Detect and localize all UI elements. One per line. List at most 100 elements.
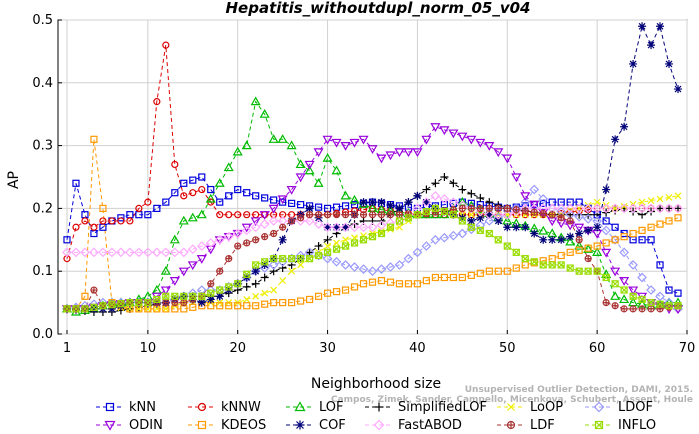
data-point-inflo [530,258,538,266]
data-point-cof [539,235,548,244]
data-point-odin [331,138,342,148]
data-point-kdeos [395,280,404,288]
data-point-ldf [575,236,583,244]
data-point-fastabod [349,222,360,233]
data-point-inflo [261,258,269,266]
data-point-knn [674,289,682,297]
data-point-odin [349,138,360,148]
data-point-ldf [557,214,565,222]
data-point-ldf [486,205,493,212]
data-point-odin [178,267,189,277]
data-point-knnw [126,217,134,225]
data-point-lof [223,162,234,172]
data-point-knn [638,236,646,244]
data-point-loop [396,223,403,231]
data-point-inflo [126,299,134,307]
data-point-inflo [144,299,152,307]
data-point-inflo [405,214,412,222]
data-point-cof [251,267,260,276]
legend-marker-knnw [197,402,207,412]
data-point-fastabod [421,197,432,207]
data-point-inflo [315,252,323,259]
data-point-fastabod [637,203,647,214]
data-point-inflo [243,270,251,278]
data-point-knnw [234,211,242,219]
data-point-simplifiedlof [674,204,683,213]
data-point-loop [333,239,340,247]
data-point-kdeos [458,273,466,282]
data-point-kdeos [252,302,260,310]
data-point-lof [187,212,198,222]
data-point-fastabod [376,220,387,230]
data-point-ldf [477,205,484,212]
data-point-cof [323,223,332,232]
data-point-kdeos [225,302,233,310]
legend-marker-kdeos [197,420,207,430]
data-point-ldof [574,211,585,222]
data-point-loop [135,305,143,313]
data-point-fastabod [304,216,315,226]
data-point-loop [656,195,664,203]
data-point-fastabod [484,209,495,220]
data-point-inflo [548,261,556,269]
data-point-fastabod [151,247,162,258]
data-point-inflo [674,302,682,310]
data-point-inflo [638,295,646,304]
data-point-fastabod [143,247,153,258]
data-point-loop [288,267,296,275]
data-point-knnw [243,211,251,219]
data-point-ldf [638,305,646,313]
data-point-knnw [72,223,80,231]
data-point-inflo [81,305,89,313]
data-point-inflo [602,273,610,282]
data-point-inflo [602,274,610,281]
x-tick-label: 30 [319,341,336,356]
data-point-fastabod [430,190,441,201]
data-point-loop [647,197,655,204]
data-point-kdeos [638,226,646,234]
legend-marker-odin [104,420,116,431]
data-point-ldf [341,211,350,219]
data-point-kdeos [368,278,377,286]
data-point-cof [629,59,638,68]
data-point-kdeos [323,289,332,297]
data-point-kdeos [485,267,493,275]
data-point-knn [288,199,296,207]
data-point-inflo [207,289,215,297]
data-point-loop [387,225,394,233]
data-point-inflo [620,286,628,294]
data-point-ldf [585,255,592,262]
data-point-ldof [655,291,665,302]
data-point-ldof [322,253,333,264]
legend-label-knnw: kNNW [221,400,261,415]
data-point-odin [601,248,612,258]
data-point-knn [180,179,188,187]
data-point-ldof [601,225,611,236]
data-point-ldf [368,211,377,219]
data-point-ldf [540,210,547,217]
data-point-cof [503,223,512,232]
x-tick-label: 10 [140,341,157,356]
data-point-inflo [386,223,395,231]
data-point-inflo [414,211,421,219]
legend-marker-inflo [594,420,604,430]
data-point-ldof [376,264,387,274]
data-point-fastabod [250,222,261,233]
data-point-inflo [494,236,502,244]
data-point-inflo [342,242,349,250]
data-point-inflo [431,204,439,212]
data-point-lof [205,193,216,203]
data-point-ldof [439,232,450,243]
data-point-ldf [611,302,619,310]
data-point-inflo [72,305,80,313]
data-point-simplifiedlof [647,207,656,216]
data-point-inflo [566,264,574,272]
data-point-inflo [108,301,116,309]
data-point-inflo [144,299,152,307]
grid-lines [58,19,688,335]
data-point-kdeos [297,297,305,305]
data-point-loop [261,289,269,297]
y-tick-label: 0.0 [32,327,53,342]
data-point-knnw [108,217,116,225]
data-point-ldf [494,204,502,212]
